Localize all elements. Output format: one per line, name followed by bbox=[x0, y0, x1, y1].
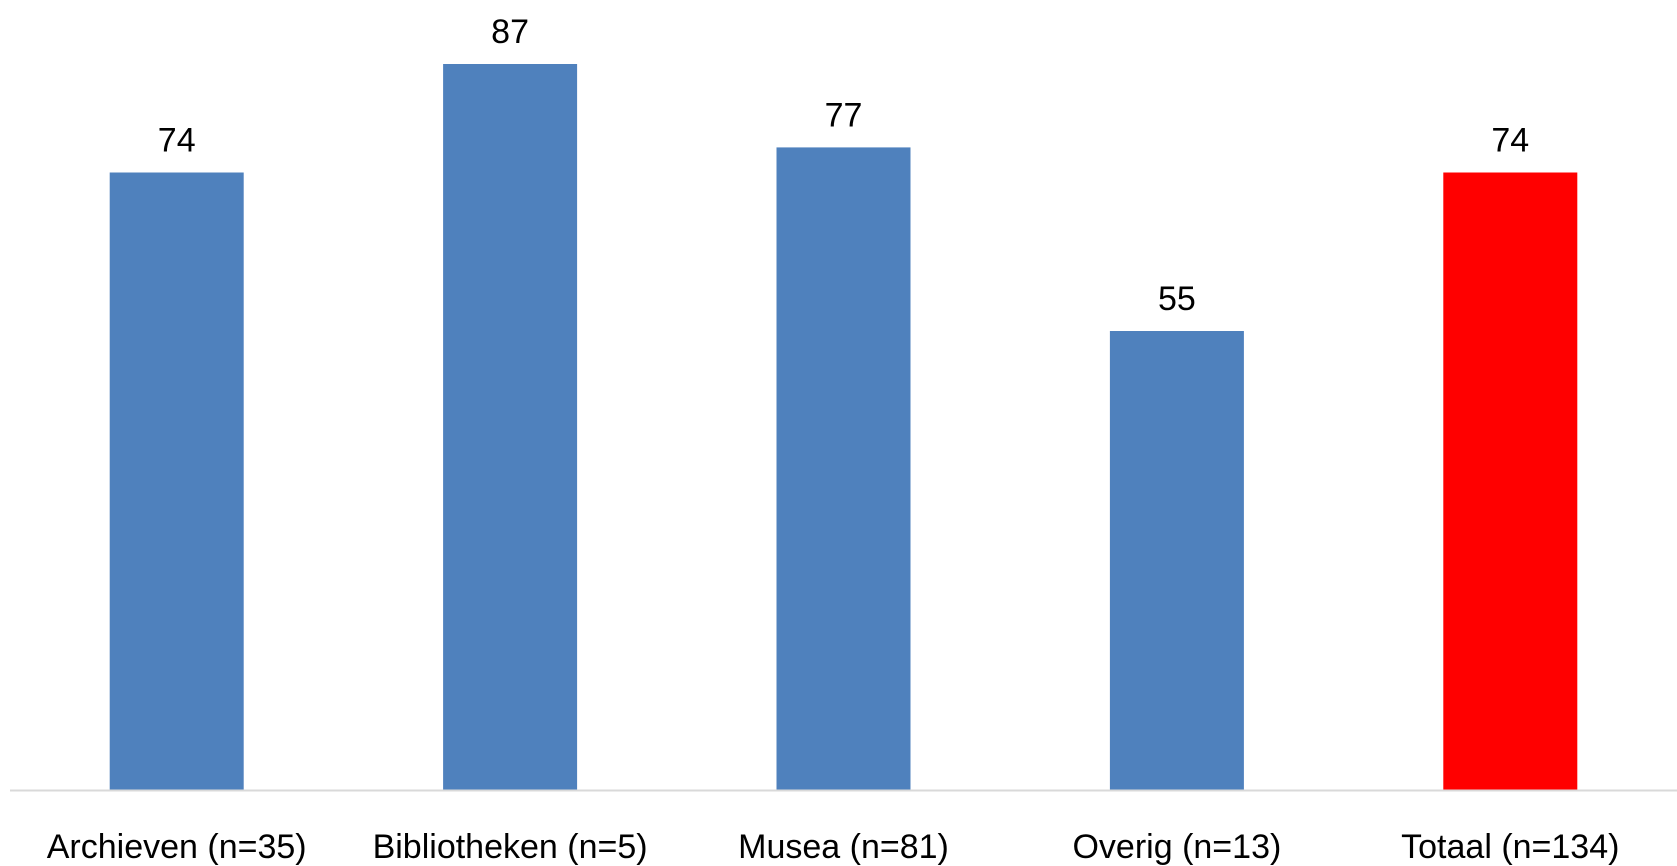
data-label-5: 74 bbox=[1491, 122, 1529, 160]
data-label-1: 74 bbox=[158, 122, 196, 160]
bar-3 bbox=[777, 147, 911, 790]
x-tick-label-1: Archieven (n=35) bbox=[47, 828, 307, 866]
x-tick-labels-group: Archieven (n=35) Bibliotheken (n=5) Musea … bbox=[47, 828, 1620, 866]
bars-group bbox=[110, 64, 1578, 790]
data-label-2: 87 bbox=[491, 13, 529, 51]
bar-5 bbox=[1443, 173, 1577, 791]
data-label-4: 55 bbox=[1158, 280, 1196, 318]
x-tick-label-5: Totaal (n=134) bbox=[1401, 828, 1619, 866]
x-tick-label-4: Overig (n=13) bbox=[1072, 828, 1281, 866]
bar-4 bbox=[1110, 331, 1244, 790]
x-tick-label-3: Musea (n=81) bbox=[738, 828, 949, 866]
bar-1 bbox=[110, 173, 244, 791]
data-label-3: 77 bbox=[825, 96, 863, 134]
bar-2 bbox=[443, 64, 577, 790]
x-tick-label-2: Bibliotheken (n=5) bbox=[373, 828, 648, 866]
